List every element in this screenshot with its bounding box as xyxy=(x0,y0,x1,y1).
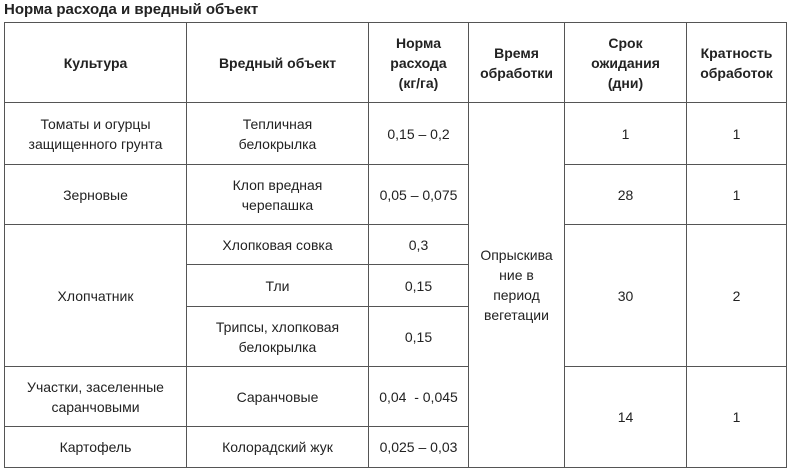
cell-rate: 0,3 xyxy=(368,224,469,265)
cell-waiting-period: 28 xyxy=(564,164,687,225)
cell-pest: Тли xyxy=(186,264,369,307)
cell-crop: Томаты и огурцы защищенного грунта xyxy=(4,102,187,165)
cell-rate: 0,15 xyxy=(368,306,469,367)
table-row: Тли 0,15 xyxy=(5,264,787,307)
document-title: Норма расхода и вредный объект xyxy=(4,1,259,18)
cell-waiting-period: 14 xyxy=(564,366,687,468)
cell-crop: Картофель xyxy=(4,426,187,468)
cell-treatment-count: 1 xyxy=(686,164,787,225)
header-rate: Норма расхода (кг/га) xyxy=(368,22,469,103)
header-waiting-period: Срок ожидания (дни) xyxy=(564,22,687,103)
table-row: Трипсы, хлопковая белокрылка 0,15 xyxy=(5,306,787,367)
cell-crop: Участки, заселенные саранчовыми xyxy=(4,366,187,427)
table-row: Зерновые Клоп вредная черепашка 0,05 – 0… xyxy=(4,164,787,225)
table-row: Картофель Колорадский жук 0,025 – 0,03 xyxy=(4,426,787,468)
cell-waiting-period: 1 xyxy=(564,102,687,165)
cell-rate: 0,025 – 0,03 xyxy=(368,426,469,468)
cell-pest: Тепличная белокрылка xyxy=(186,102,369,165)
header-treatment-time: Время обработки xyxy=(468,22,565,103)
cell-crop: Зерновые xyxy=(4,164,187,225)
table-row: Участки, заселенные саранчовыми Саранчов… xyxy=(4,366,787,468)
cell-treatment-count: 1 xyxy=(686,102,787,165)
cell-pest: Трипсы, хлопковая белокрылка xyxy=(186,306,369,367)
cell-pest: Саранчовые xyxy=(186,366,369,427)
cell-rate: 0,15 xyxy=(368,264,469,307)
cell-treatment-time: Опрыскива ние в период вегетации xyxy=(468,102,565,468)
header-treatment-count: Кратность обработок xyxy=(686,22,787,103)
cell-pest: Клоп вредная черепашка xyxy=(186,164,369,225)
header-crop: Культура xyxy=(4,22,187,103)
cell-rate: 0,04 - 0,045 xyxy=(368,366,469,427)
cell-treatment-count: 1 xyxy=(686,366,787,468)
table-row: Хлопчатник Хлопковая совка 0,3 30 2 xyxy=(4,224,787,367)
cell-treatment-count: 2 xyxy=(686,224,787,367)
cell-rate: 0,15 – 0,2 xyxy=(368,102,469,165)
table-header-row: Культура Вредный объект Норма расхода (к… xyxy=(4,22,787,103)
application-rate-table: Культура Вредный объект Норма расхода (к… xyxy=(4,22,787,468)
cell-pest: Хлопковая совка xyxy=(186,224,369,265)
table-row: Томаты и огурцы защищенного грунта Тепли… xyxy=(4,102,787,468)
header-pest: Вредный объект xyxy=(186,22,369,103)
cell-waiting-period: 30 xyxy=(564,224,687,367)
cell-pest: Колорадский жук xyxy=(186,426,369,468)
cell-crop: Хлопчатник xyxy=(4,224,187,367)
cell-rate: 0,05 – 0,075 xyxy=(368,164,469,225)
